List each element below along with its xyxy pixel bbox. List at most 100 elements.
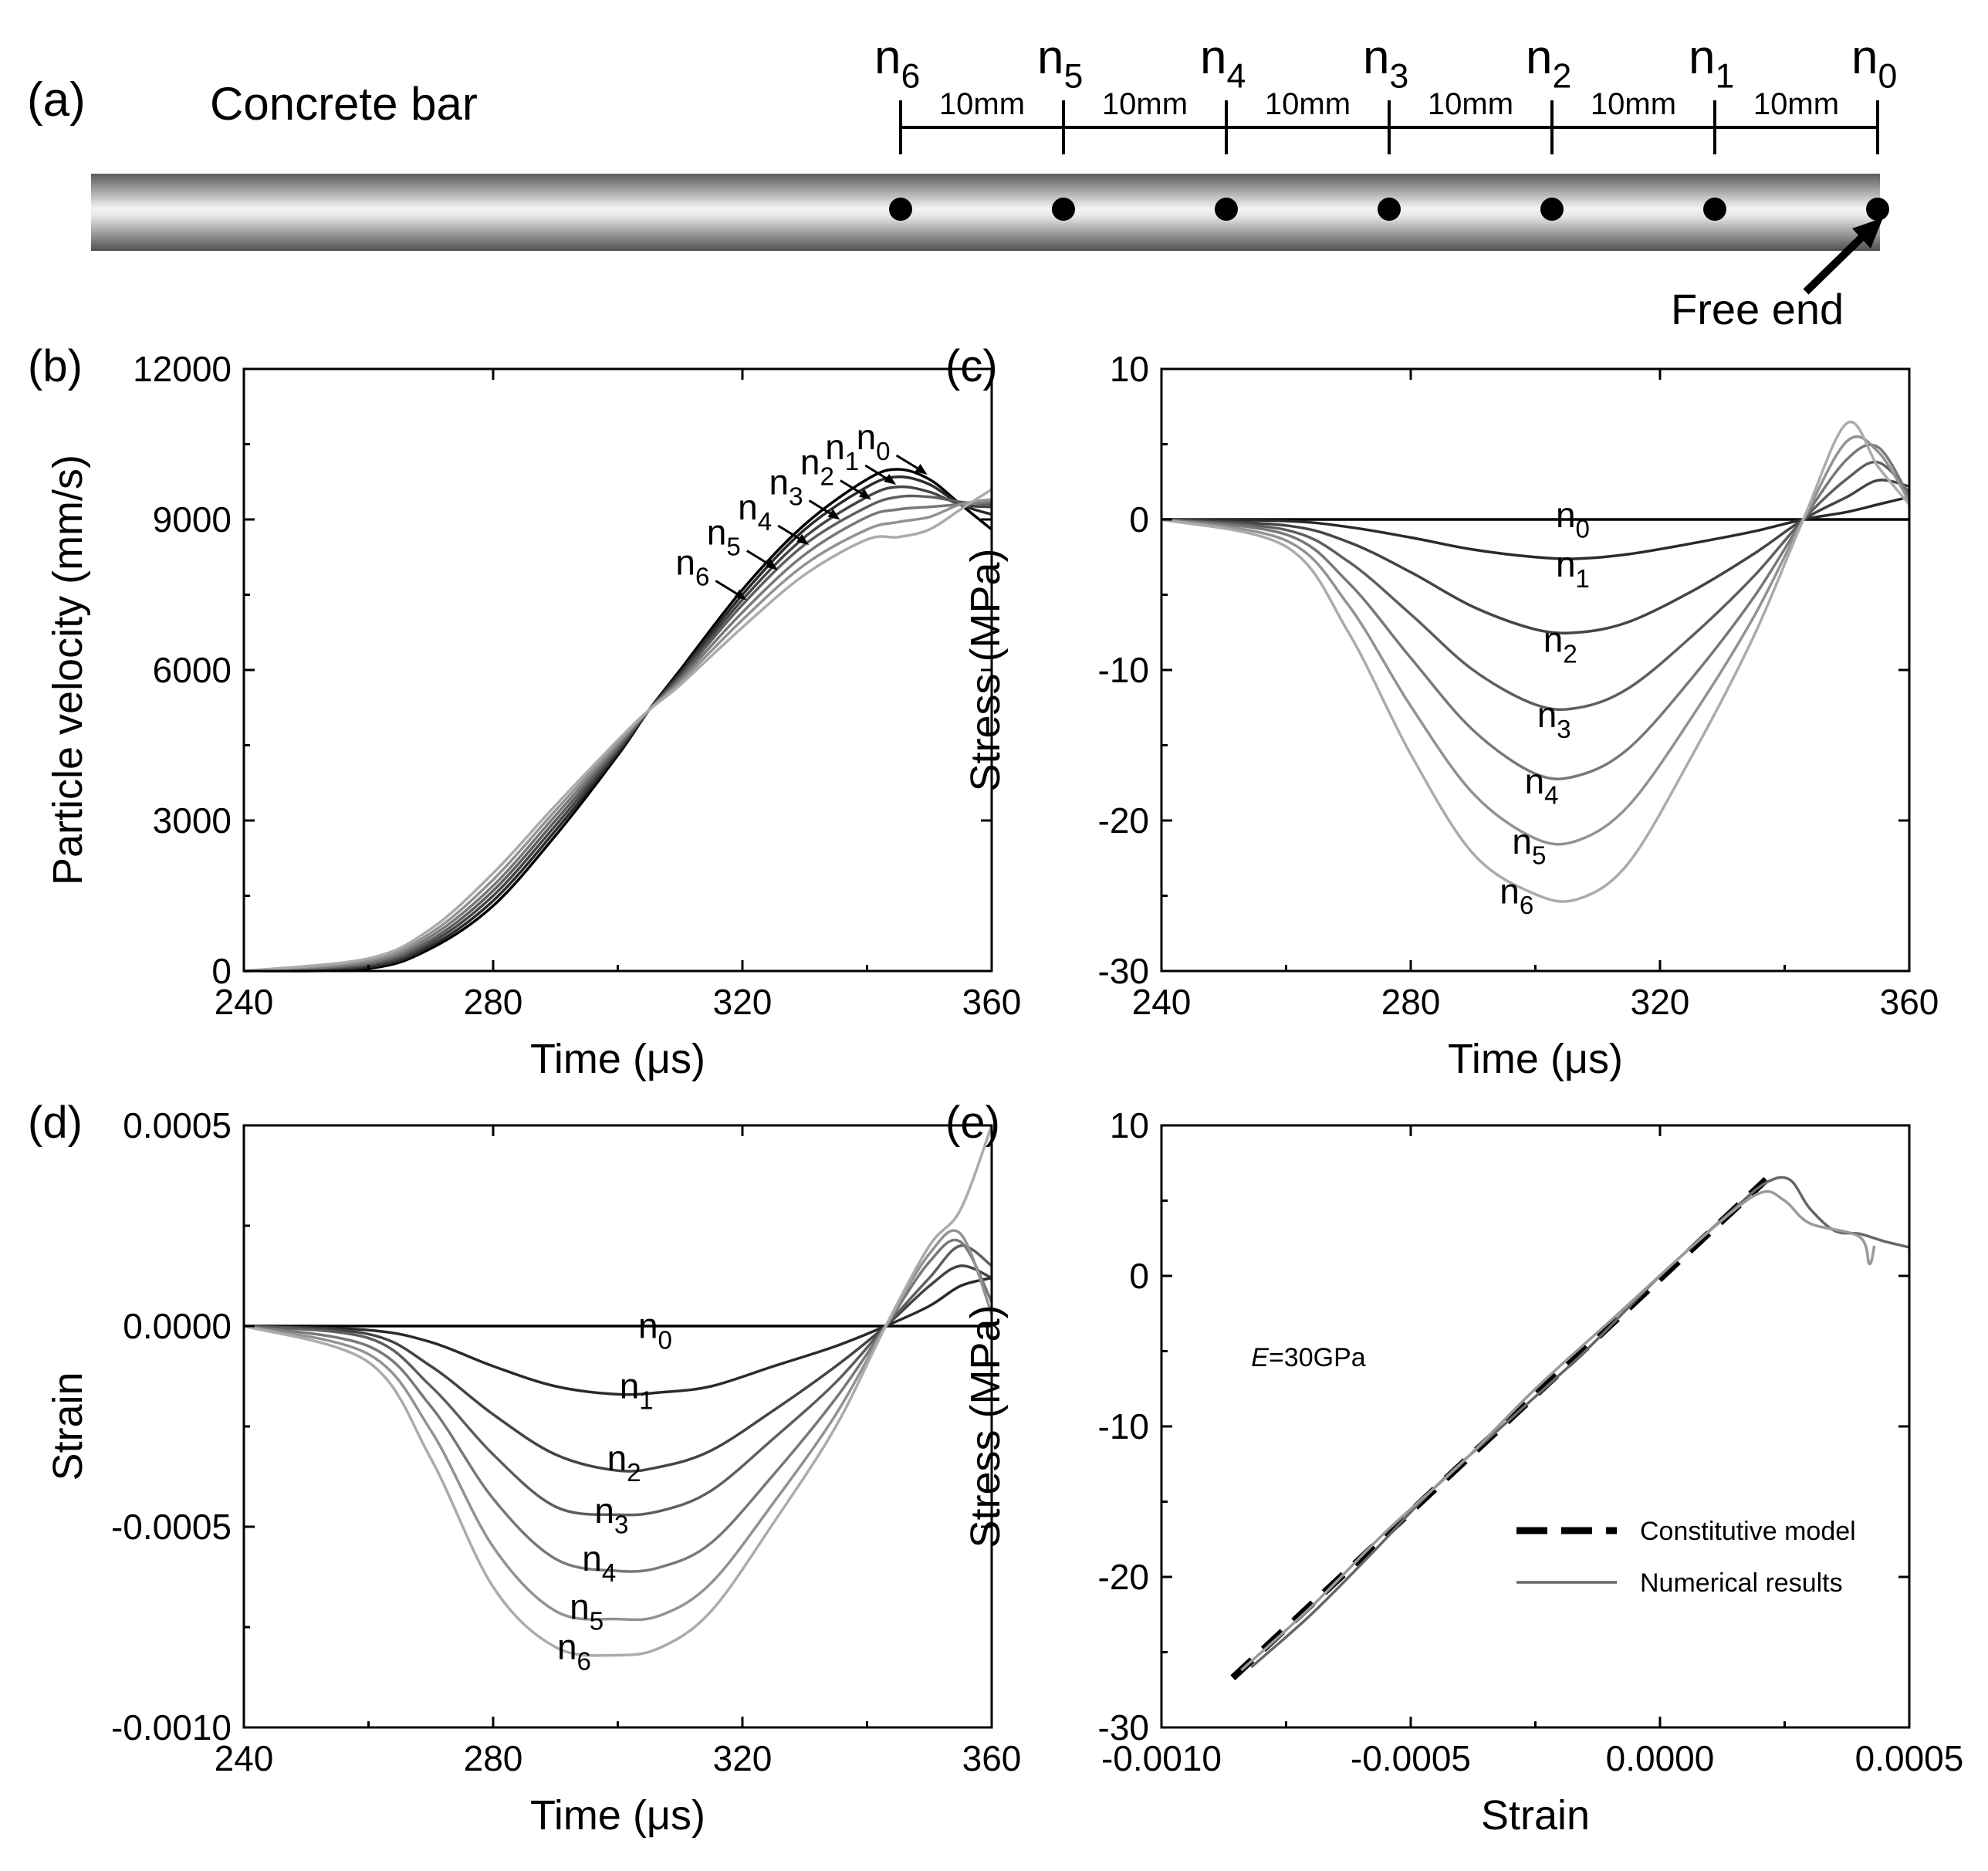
curve-label-n5: n5 — [570, 1587, 604, 1636]
x-tick-label: 360 — [962, 982, 1022, 1022]
x-axis-label: Time (μs) — [530, 1792, 705, 1839]
y-tick-label: -0.0005 — [111, 1507, 232, 1547]
y-tick-label: -20 — [1098, 1557, 1149, 1597]
curve-label-n3: n3 — [769, 462, 803, 512]
curve-label-n1: n1 — [1556, 544, 1590, 594]
y-axis-label: Particle velocity (mm/s) — [45, 455, 91, 885]
x-tick-label: 240 — [215, 982, 274, 1022]
node-label-n0: n0 — [1851, 31, 1897, 96]
x-tick-label: 360 — [1880, 982, 1939, 1022]
y-tick-label: 3000 — [153, 800, 232, 841]
node-label-n3: n3 — [1363, 31, 1408, 96]
curve-label-n2: n2 — [800, 442, 834, 492]
series-line-n3 — [243, 1244, 993, 1517]
plot-frame — [1160, 367, 1911, 973]
panel-label: (d) — [28, 1098, 83, 1148]
node-label-n2: n2 — [1526, 31, 1571, 96]
curve-label-n1: n1 — [620, 1366, 654, 1416]
curve-label-n0: n0 — [857, 417, 891, 466]
spacing-label: 10mm — [1753, 87, 1839, 121]
series-line-numerical-results — [1240, 1189, 1876, 1672]
series-line-n3 — [1161, 460, 1911, 711]
spacing-label: 10mm — [1428, 87, 1513, 121]
chart-panel-e: -0.0010 -0.0005 0.0000 0.0005 -30 -20 -10 0 10 St… — [945, 1098, 1963, 1839]
panel-a-bar-diagram: (a) Concrete bar n6 10mm n5 10mm n4 10mm n3 10m… — [27, 31, 1897, 333]
series-line-n6 — [243, 1125, 993, 1657]
series-line-n5 — [243, 1229, 993, 1622]
y-tick-label: -30 — [1098, 951, 1149, 991]
chart-panel-d: 240 280 320 360 -0.0010 -0.0005 0.0000 0.0005 Ti… — [28, 1098, 1021, 1839]
node-marker-n0 — [1866, 198, 1889, 221]
curve-label-arrowhead — [734, 589, 747, 601]
legend-entry: Constitutive model — [1640, 1517, 1856, 1546]
x-tick-label: 280 — [1381, 982, 1441, 1022]
y-tick-label: 0 — [211, 951, 232, 991]
legend-entry: Numerical results — [1640, 1568, 1843, 1598]
series-line-n4 — [243, 1238, 993, 1573]
curve-label-n6: n6 — [1499, 871, 1533, 920]
y-tick-label: 12000 — [133, 349, 232, 389]
series-line-n4 — [243, 500, 992, 973]
series-line-n2 — [1161, 479, 1910, 634]
x-tick-label: -0.0005 — [1351, 1738, 1471, 1778]
y-tick-label: -30 — [1098, 1707, 1149, 1748]
x-axis-label: Strain — [1481, 1792, 1590, 1839]
y-tick-label: -0.0010 — [111, 1707, 232, 1748]
free-end-arrow — [1803, 218, 1883, 295]
curve-label-n1: n1 — [825, 427, 859, 476]
x-axis-label: Time (μs) — [1448, 1036, 1623, 1082]
chart-panel-b: 240 280 320 360 0 3000 6000 9000 12000 Time (μs) P… — [28, 341, 1021, 1082]
chart-panel-c: 240 280 320 360 -30 -20 -10 0 10 Time (μs) Stress … — [945, 341, 1939, 1082]
concrete-bar — [91, 174, 1880, 251]
y-tick-label: 9000 — [153, 499, 232, 540]
y-tick-label: 6000 — [153, 650, 232, 690]
spacing-label: 10mm — [1102, 87, 1188, 121]
curve-label-arrowhead — [827, 509, 840, 520]
node-marker-n6 — [889, 198, 912, 221]
curve-label-n6: n6 — [675, 543, 709, 592]
curve-label-n4: n4 — [582, 1538, 616, 1588]
curve-label-arrowhead — [858, 489, 871, 500]
series-line-n4 — [1161, 443, 1911, 780]
series-line-n5 — [243, 498, 992, 973]
curve-label-n4: n4 — [738, 487, 772, 536]
node-label-n4: n4 — [1200, 31, 1246, 96]
curve-label-arrowhead — [796, 534, 810, 545]
plot-frame — [242, 1124, 993, 1729]
curve-label-arrowhead — [884, 474, 897, 485]
curve-label-n0: n0 — [638, 1306, 672, 1355]
curve-label-arrowhead — [765, 559, 778, 570]
panel-label: (b) — [28, 341, 83, 391]
y-tick-label: 10 — [1110, 1105, 1149, 1145]
curve-label-n6: n6 — [557, 1627, 591, 1676]
node-marker-n4 — [1215, 198, 1238, 221]
curve-label-n5: n5 — [707, 513, 741, 562]
x-tick-label: 240 — [215, 1738, 274, 1778]
x-tick-label: 280 — [464, 982, 523, 1022]
free-end-label: Free end — [1671, 285, 1844, 333]
x-axis-label: Time (μs) — [530, 1036, 705, 1082]
y-tick-label: -20 — [1098, 800, 1149, 841]
x-tick-label: 280 — [464, 1738, 523, 1778]
x-tick-label: 0.0000 — [1606, 1738, 1715, 1778]
y-axis-label: Strain — [45, 1372, 91, 1480]
node-marker-n3 — [1378, 198, 1401, 221]
x-tick-label: -0.0010 — [1101, 1738, 1222, 1778]
curve-label-n2: n2 — [607, 1438, 641, 1487]
node-marker-n2 — [1540, 198, 1564, 221]
curve-label-n0: n0 — [1556, 495, 1590, 544]
series-line-n6 — [243, 488, 992, 973]
spacing-label: 10mm — [939, 87, 1025, 121]
node-marker-n5 — [1052, 198, 1075, 221]
x-tick-label: 0.0005 — [1855, 1738, 1964, 1778]
series-line-n2 — [243, 485, 992, 973]
curve-label-n2: n2 — [1543, 620, 1577, 669]
series-line-n0 — [243, 468, 993, 973]
y-tick-label: 0.0000 — [123, 1306, 232, 1346]
series-line-n6 — [1161, 420, 1911, 903]
series-line-n1 — [1161, 496, 1910, 560]
series-line-n1 — [243, 1276, 992, 1396]
y-tick-label: 0 — [1129, 1256, 1149, 1296]
series-line-n5 — [1161, 435, 1911, 846]
